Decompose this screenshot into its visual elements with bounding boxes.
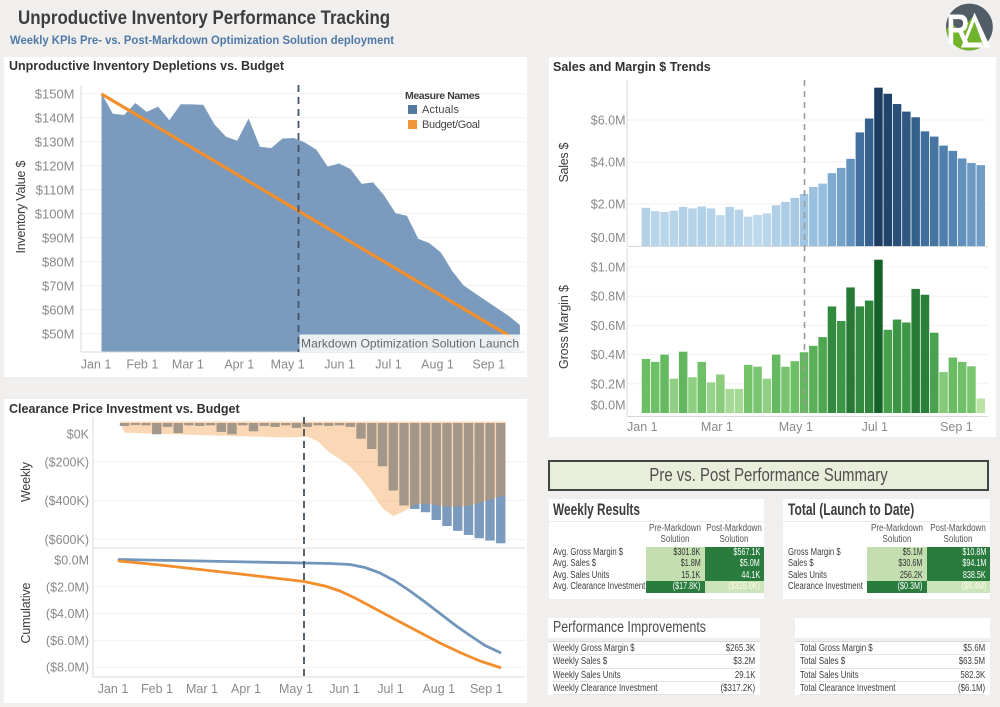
svg-text:R: R: [947, 6, 970, 53]
